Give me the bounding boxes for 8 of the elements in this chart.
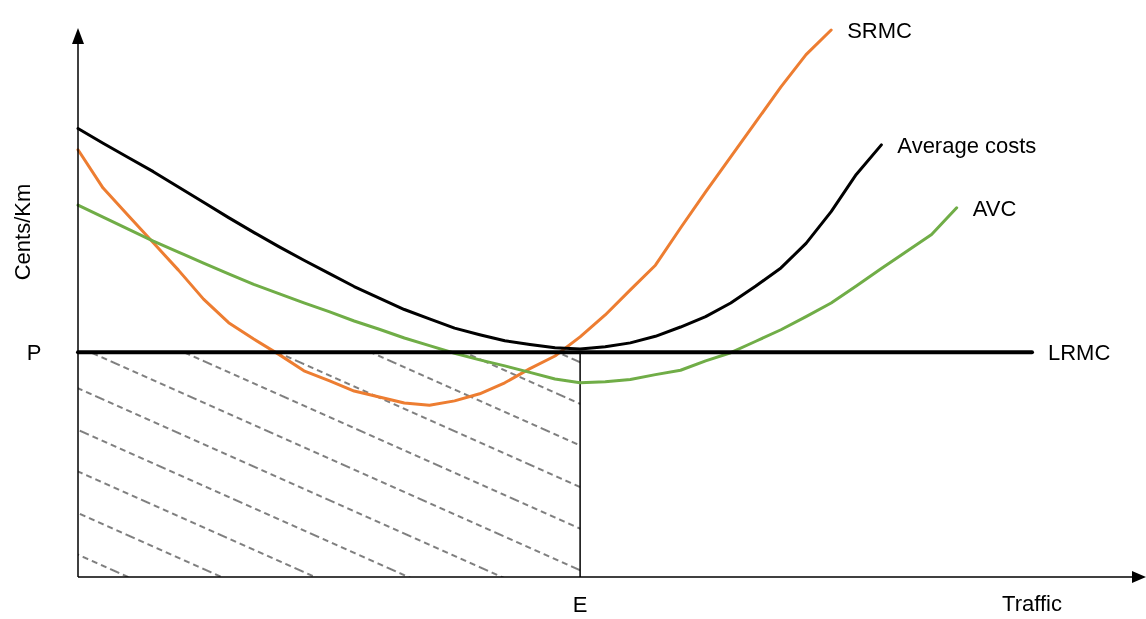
series-label: LRMC bbox=[1048, 340, 1111, 366]
text: P bbox=[26, 340, 42, 366]
series-label: Average costs bbox=[897, 132, 1037, 158]
x-axis-title: Traffic bbox=[1002, 591, 1062, 616]
y-axis-title: Cents/Km bbox=[10, 183, 35, 281]
series-label: SRMC bbox=[847, 18, 913, 43]
text: E bbox=[572, 592, 588, 617]
series-label: AVC bbox=[972, 195, 1017, 221]
